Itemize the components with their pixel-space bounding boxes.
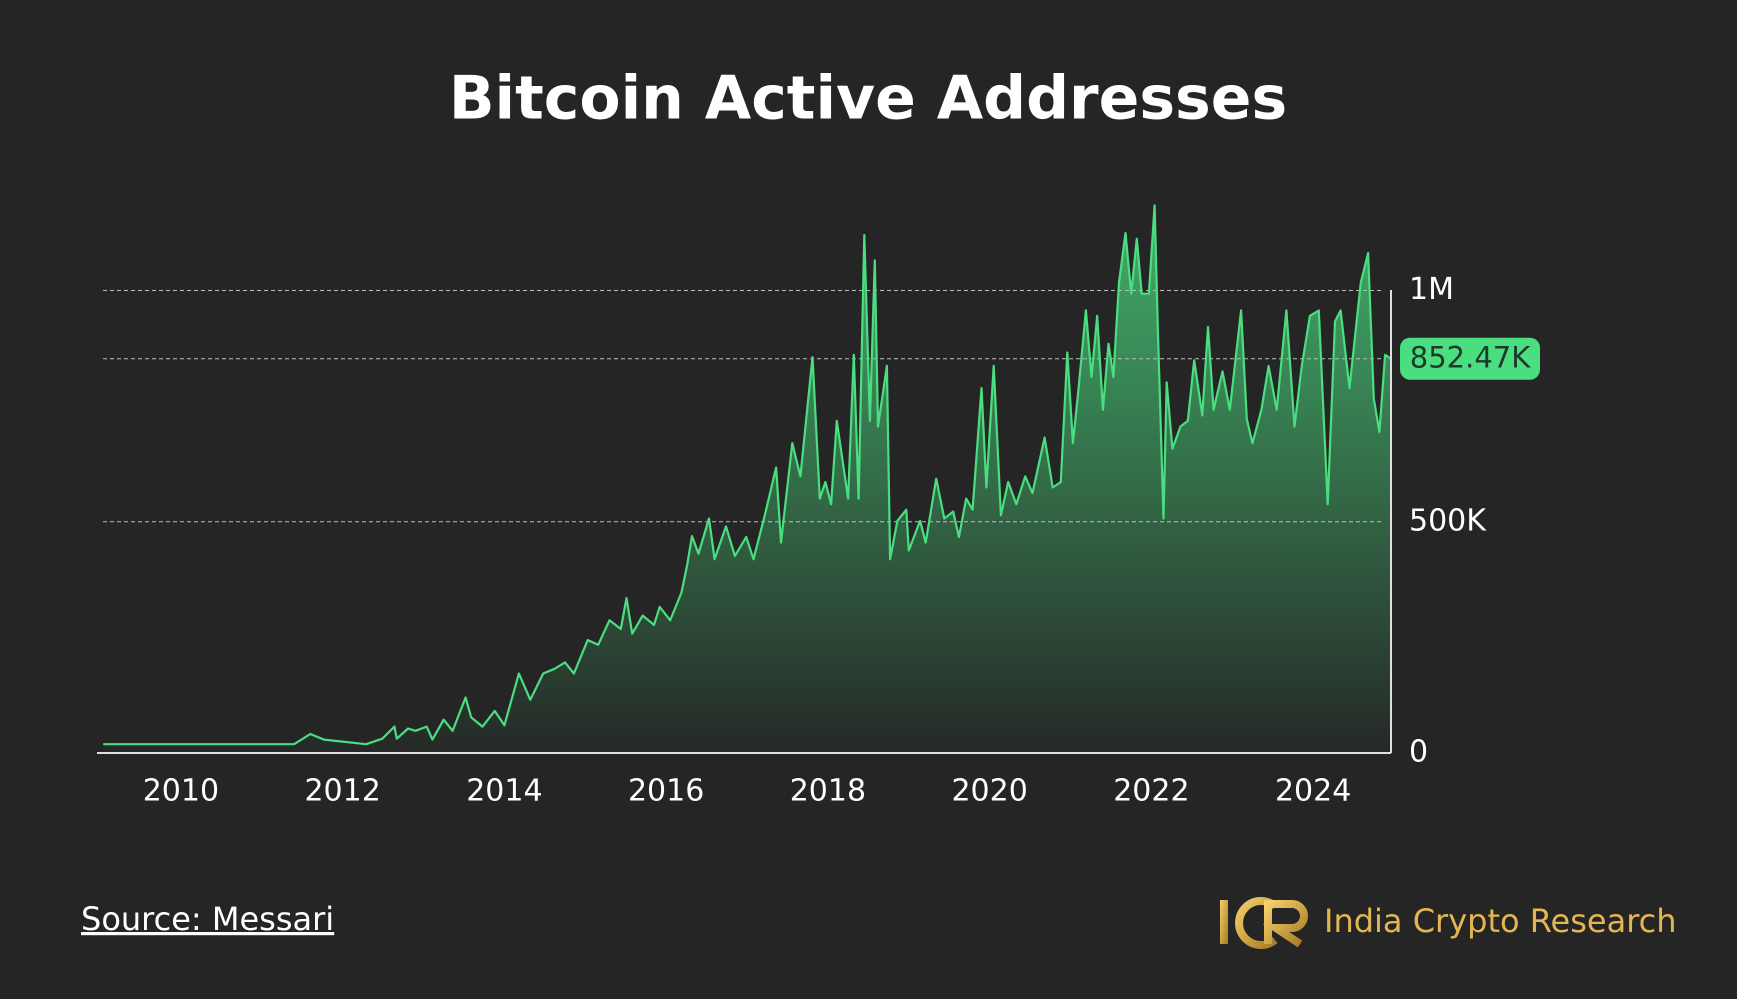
value-badge-label: 852.47K — [1410, 341, 1531, 375]
y-tick-label: 0 — [1409, 735, 1428, 770]
source: Source: Messari — [81, 900, 334, 938]
chart-title: Bitcoin Active Addresses — [449, 64, 1287, 134]
y-tick-label: 500K — [1409, 503, 1487, 538]
line — [103, 204, 1392, 746]
x-tick-label: 2014 — [466, 774, 542, 809]
x-tick-label: 2016 — [628, 774, 704, 809]
x-tick-label: 2010 — [143, 774, 219, 809]
x-tick-label: 2020 — [951, 774, 1027, 809]
logo — [1220, 897, 1308, 949]
brand: India Crypto Research — [1324, 902, 1677, 940]
area — [103, 205, 1391, 753]
x-tick-label: 2022 — [1113, 774, 1189, 809]
x-tick-label: 2024 — [1275, 774, 1351, 809]
value-badge — [1400, 337, 1540, 380]
x-tick-label: 2012 — [304, 774, 380, 809]
y-tick-label: 1M — [1409, 272, 1454, 307]
x-tick-label: 2018 — [790, 774, 866, 809]
